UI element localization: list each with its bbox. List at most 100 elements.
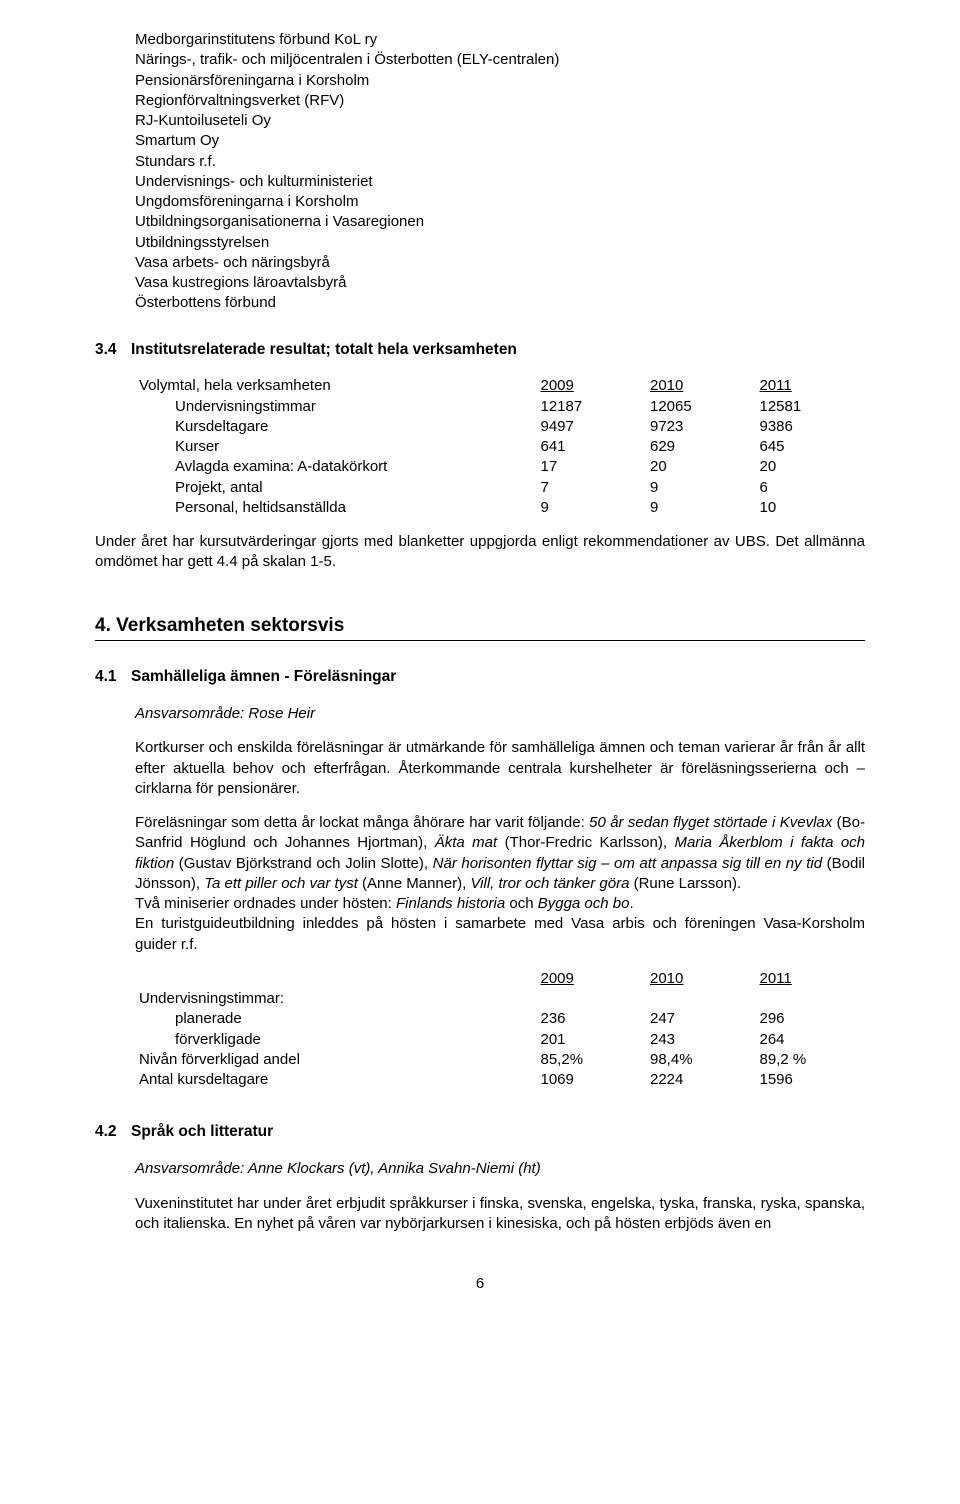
sec42-body: Ansvarsområde: Anne Klockars (vt), Annik… [135, 1159, 865, 1234]
cell: 20 [646, 457, 756, 477]
row-label: Kurser [135, 437, 537, 457]
sec41-p1: Kortkurser och enskilda föreläsningar är… [135, 738, 865, 799]
cell: 201 [537, 1030, 647, 1050]
org-item: Smartum Oy [135, 131, 865, 151]
lecture-title: Vill, tror och tänker göra [470, 875, 629, 892]
cell: 1596 [756, 1070, 866, 1090]
section-4-1-heading: 4.1Samhälleliga ämnen - Föreläsningar [95, 667, 865, 688]
org-item: Pensionärsföreningarna i Korsholm [135, 71, 865, 91]
page-number: 6 [95, 1274, 865, 1294]
org-item: Utbildningsstyrelsen [135, 233, 865, 253]
sec41-table: 2009 2010 2011 Undervisningstimmar: plan… [135, 969, 865, 1091]
org-item: Medborgarinstitutens förbund KoL ry [135, 30, 865, 50]
org-item: Vasa arbets- och näringsbyrå [135, 253, 865, 273]
text: (Gustav Björkstrand och Jolin Slotte), [174, 855, 432, 872]
section-number: 4.1 [95, 667, 131, 688]
row-label: Antal kursdeltagare [135, 1070, 537, 1090]
cell: 6 [756, 478, 866, 498]
cell: 9386 [756, 417, 866, 437]
lecture-title: När horisonten flyttar sig – om att anpa… [433, 855, 822, 872]
cell: 17 [537, 457, 647, 477]
sec41-p4: En turistguideutbildning inleddes på hös… [135, 915, 865, 952]
section-4-2-heading: 4.2Språk och litteratur [95, 1122, 865, 1143]
cell: 9723 [646, 417, 756, 437]
org-item: Undervisnings- och kulturministeriet [135, 172, 865, 192]
text: Föreläsningar som detta år lockat många … [135, 814, 589, 831]
cell: 2224 [646, 1070, 756, 1090]
row-label: Nivån förverkligad andel [135, 1050, 537, 1070]
document-page: Medborgarinstitutens förbund KoL ry Näri… [0, 0, 960, 1504]
cell: 247 [646, 1009, 756, 1029]
year-col: 2010 [646, 376, 756, 396]
series-title: Bygga och bo [538, 895, 630, 912]
section-number: 4.2 [95, 1122, 131, 1143]
org-item: Österbottens förbund [135, 293, 865, 313]
text: Två miniserier ordnades under hösten: [135, 895, 396, 912]
year-col: 2011 [756, 969, 866, 989]
cell: 9 [537, 498, 647, 518]
text: (Rune Larsson). [629, 875, 741, 892]
row-label: planerade [135, 1009, 537, 1029]
cell: 12065 [646, 397, 756, 417]
sec42-p1: Vuxeninstitutet har under året erbjudit … [135, 1194, 865, 1235]
sec34-paragraph: Under året har kursutvärderingar gjorts … [95, 532, 865, 573]
section-title: Språk och litteratur [131, 1123, 273, 1140]
text: och [505, 895, 538, 912]
year-col: 2009 [537, 969, 647, 989]
text: . [629, 895, 633, 912]
cell [646, 989, 756, 1009]
cell: 12581 [756, 397, 866, 417]
row-label: Avlagda examina: A-datakörkort [135, 457, 537, 477]
resp-label: Ansvarsområde: [135, 705, 248, 722]
org-item: Vasa kustregions läroavtalsbyrå [135, 273, 865, 293]
org-item: Närings-, trafik- och miljöcentralen i Ö… [135, 50, 865, 70]
cell: 264 [756, 1030, 866, 1050]
resp-name: Rose Heir [248, 705, 315, 722]
sec41-p2: Föreläsningar som detta år lockat många … [135, 813, 865, 955]
cell: 1069 [537, 1070, 647, 1090]
cell: 296 [756, 1009, 866, 1029]
resp-name: Anne Klockars (vt), Annika Svahn-Niemi (… [248, 1160, 541, 1177]
row-label: Projekt, antal [135, 478, 537, 498]
cell: 629 [646, 437, 756, 457]
org-item: Regionförvaltningsverket (RFV) [135, 91, 865, 111]
responsibility-line: Ansvarsområde: Rose Heir [135, 704, 865, 724]
year-col: 2010 [646, 969, 756, 989]
cell: 85,2% [537, 1050, 647, 1070]
year-col: 2009 [537, 376, 647, 396]
org-item: RJ-Kuntoiluseteli Oy [135, 111, 865, 131]
table-head-label: Volymtal, hela verksamheten [135, 376, 537, 396]
sec41-body: Ansvarsområde: Rose Heir Kortkurser och … [135, 704, 865, 1090]
row-label: Undervisningstimmar: [135, 989, 537, 1009]
cell: 98,4% [646, 1050, 756, 1070]
cell: 9 [646, 478, 756, 498]
lecture-title: Äkta mat [435, 834, 497, 851]
empty [135, 969, 537, 989]
section-title: Samhälleliga ämnen - Föreläsningar [131, 668, 396, 685]
row-label: Kursdeltagare [135, 417, 537, 437]
lecture-title: Ta ett piller och var tyst [204, 875, 358, 892]
cell: 12187 [537, 397, 647, 417]
cell: 9497 [537, 417, 647, 437]
cell: 9 [646, 498, 756, 518]
row-label: Personal, heltidsanställda [135, 498, 537, 518]
cell: 236 [537, 1009, 647, 1029]
year-col: 2011 [756, 376, 866, 396]
section-number: 3.4 [95, 340, 131, 361]
text: (Thor-Fredric Karlsson), [497, 834, 674, 851]
organisation-list: Medborgarinstitutens förbund KoL ry Näri… [135, 30, 865, 314]
row-label: Undervisningstimmar [135, 397, 537, 417]
series-title: Finlands historia [396, 895, 505, 912]
cell: 20 [756, 457, 866, 477]
cell: 89,2 % [756, 1050, 866, 1070]
cell: 10 [756, 498, 866, 518]
text: (Anne Manner), [358, 875, 471, 892]
section-3-4-heading: 3.4Institutsrelaterade resultat; totalt … [95, 340, 865, 361]
cell: 243 [646, 1030, 756, 1050]
cell: 645 [756, 437, 866, 457]
section-4-heading: 4. Verksamheten sektorsvis [95, 613, 865, 642]
section-title: Institutsrelaterade resultat; totalt hel… [131, 341, 517, 358]
cell: 641 [537, 437, 647, 457]
lecture-title: 50 år sedan flyget störtade i Kvevlax [589, 814, 832, 831]
cell [756, 989, 866, 1009]
